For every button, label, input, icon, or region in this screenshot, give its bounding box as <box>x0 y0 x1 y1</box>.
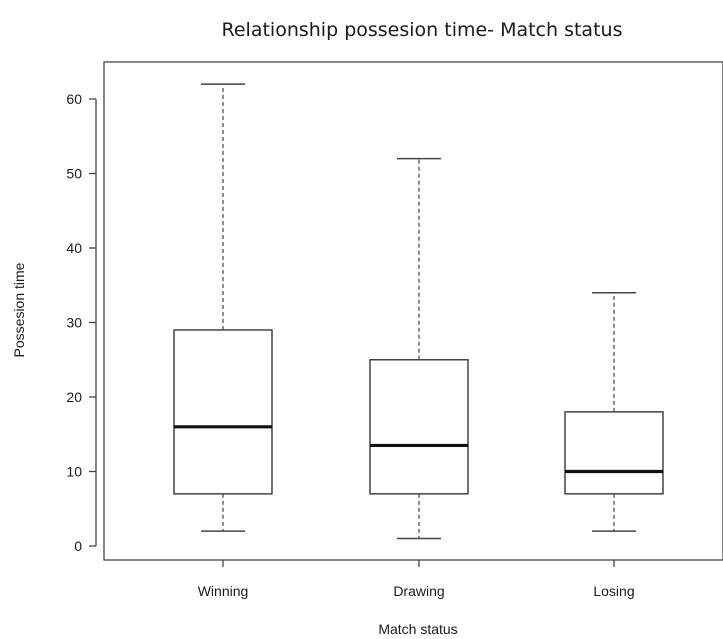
iqr-box <box>173 329 273 495</box>
y-tick-label: 20 <box>66 389 82 405</box>
box-group <box>173 83 664 540</box>
box-losing <box>564 291 664 532</box>
iqr-box <box>369 359 469 495</box>
y-tick-label: 60 <box>66 91 82 107</box>
box-winning <box>173 83 273 532</box>
y-tick-label: 50 <box>66 166 82 182</box>
iqr-box <box>564 411 664 495</box>
y-tick-label: 30 <box>66 315 82 331</box>
box-drawing <box>369 157 469 540</box>
y-axis-label: Possesion time <box>11 262 27 357</box>
y-tick-label: 0 <box>74 538 82 554</box>
y-tick-label: 10 <box>66 464 82 480</box>
x-tick-label: Drawing <box>393 583 444 599</box>
x-tick-label: Winning <box>198 583 249 599</box>
x-tick-label: Losing <box>593 583 634 599</box>
y-axis-ticks: 0 10 20 30 40 50 60 <box>66 91 96 554</box>
plot-frame <box>103 61 723 561</box>
x-axis-ticks: Winning Drawing Losing <box>198 560 635 599</box>
y-tick-label: 40 <box>66 240 82 256</box>
chart-title: Relationship possesion time- Match statu… <box>222 19 623 41</box>
x-axis-label: Match status <box>378 621 457 637</box>
